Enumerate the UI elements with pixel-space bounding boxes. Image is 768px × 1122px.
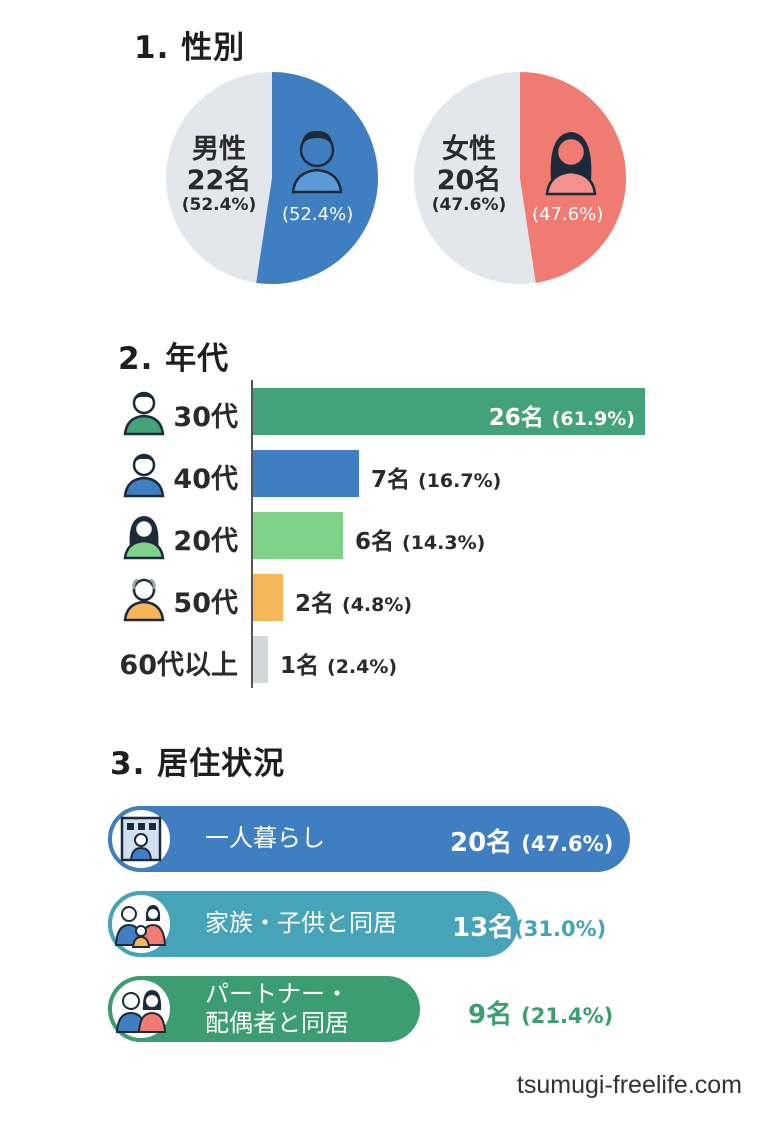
age-row-label: 40代 [110, 449, 250, 499]
residence-icon-circle [108, 976, 174, 1042]
person-icon [123, 453, 165, 498]
age-bar-count: 7名 [371, 467, 419, 493]
residence-label-line: パートナー・ [205, 980, 349, 1008]
residence-label: 一人暮らし [205, 824, 325, 852]
age-bar-value-label: 7名 (16.7%) [371, 460, 501, 494]
age-bar-pct: (61.9%) [551, 408, 635, 430]
residence-count: 13名 [452, 913, 515, 943]
residence-bar [108, 806, 630, 872]
age-bar-count: 26名 [488, 405, 552, 431]
age-row-label: 60代以上 [110, 635, 250, 685]
age-bar-count: 2名 [295, 591, 343, 617]
section-title-residence: 3. 居住状況 [110, 746, 286, 782]
male-label-block: 男性 22名 (52.4%) [176, 134, 262, 216]
age-bar [253, 574, 283, 621]
age-row-label: 50代 [110, 573, 250, 623]
male-pct-inside: (52.4%) [282, 204, 354, 225]
residence-count: 20名 [450, 828, 513, 858]
age-bar [253, 636, 268, 683]
age-bar [253, 512, 343, 559]
section-title-age: 2. 年代 [118, 341, 230, 377]
elderly-person-icon [123, 578, 165, 622]
residence-label: パートナー・ 配偶者と同居 [205, 980, 349, 1038]
age-bar-pct: (4.8%) [342, 594, 413, 616]
residence-pct: (31.0%) [514, 917, 607, 941]
couple-icon [115, 990, 167, 1033]
residence-icon-circle [108, 891, 174, 957]
age-bar-value-label: 2名 (4.8%) [295, 584, 412, 618]
male-pct: (52.4%) [181, 195, 257, 216]
female-count: 20名 [436, 165, 502, 197]
age-row-label: 30代 [110, 387, 250, 437]
residence-label-line: 配偶者と同居 [205, 1008, 349, 1037]
family-icon [114, 905, 167, 948]
age-bar-count: 6名 [355, 529, 403, 555]
woman-icon [123, 516, 165, 560]
age-bar-value-label: 26名 (61.9%) [489, 398, 635, 432]
age-bar [253, 450, 359, 497]
apartment-person-icon [120, 816, 162, 862]
residence-icon-circle [108, 806, 174, 872]
female-label: 女性 [442, 134, 496, 165]
male-count: 22名 [186, 165, 252, 197]
age-row-label: 20代 [110, 511, 250, 561]
age-label: 60代以上 [119, 650, 238, 681]
age-bar-count: 1名 [280, 653, 328, 679]
residence-bar [108, 891, 518, 957]
age-label: 20代 [173, 526, 238, 557]
age-bar-pct: (16.7%) [418, 470, 502, 492]
residence-value: 13名(31.0%) [452, 907, 606, 944]
residence-value: 9名 (21.4%) [468, 994, 613, 1031]
woman-icon [545, 132, 597, 196]
site-url: tsumugi-freelife.com [516, 1071, 742, 1099]
age-bar-pct: (2.4%) [327, 656, 398, 678]
age-axis-line [251, 380, 253, 688]
age-bar [253, 388, 645, 435]
age-label: 40代 [173, 464, 238, 495]
residence-pct: (21.4%) [521, 1004, 614, 1028]
age-label: 50代 [173, 588, 238, 619]
female-pct: (47.6%) [431, 195, 507, 216]
male-pie-chart [166, 72, 378, 284]
residence-pct: (47.6%) [521, 832, 614, 856]
female-pct-inside: (47.6%) [532, 204, 604, 225]
man-icon [291, 130, 343, 194]
age-bar-value-label: 1名 (2.4%) [280, 646, 397, 680]
section-title-gender: 1. 性別 [134, 30, 246, 66]
male-label: 男性 [192, 134, 246, 165]
female-label-block: 女性 20名 (47.6%) [426, 134, 512, 216]
residence-value: 20名 (47.6%) [450, 822, 613, 859]
residence-count: 9名 [468, 1000, 513, 1030]
age-bar-value-label: 6名 (14.3%) [355, 522, 485, 556]
residence-label: 家族・子供と同居 [205, 909, 397, 937]
female-pie-chart [414, 72, 626, 284]
age-label: 30代 [173, 402, 238, 433]
age-bar-pct: (14.3%) [402, 532, 486, 554]
person-icon [123, 391, 165, 436]
